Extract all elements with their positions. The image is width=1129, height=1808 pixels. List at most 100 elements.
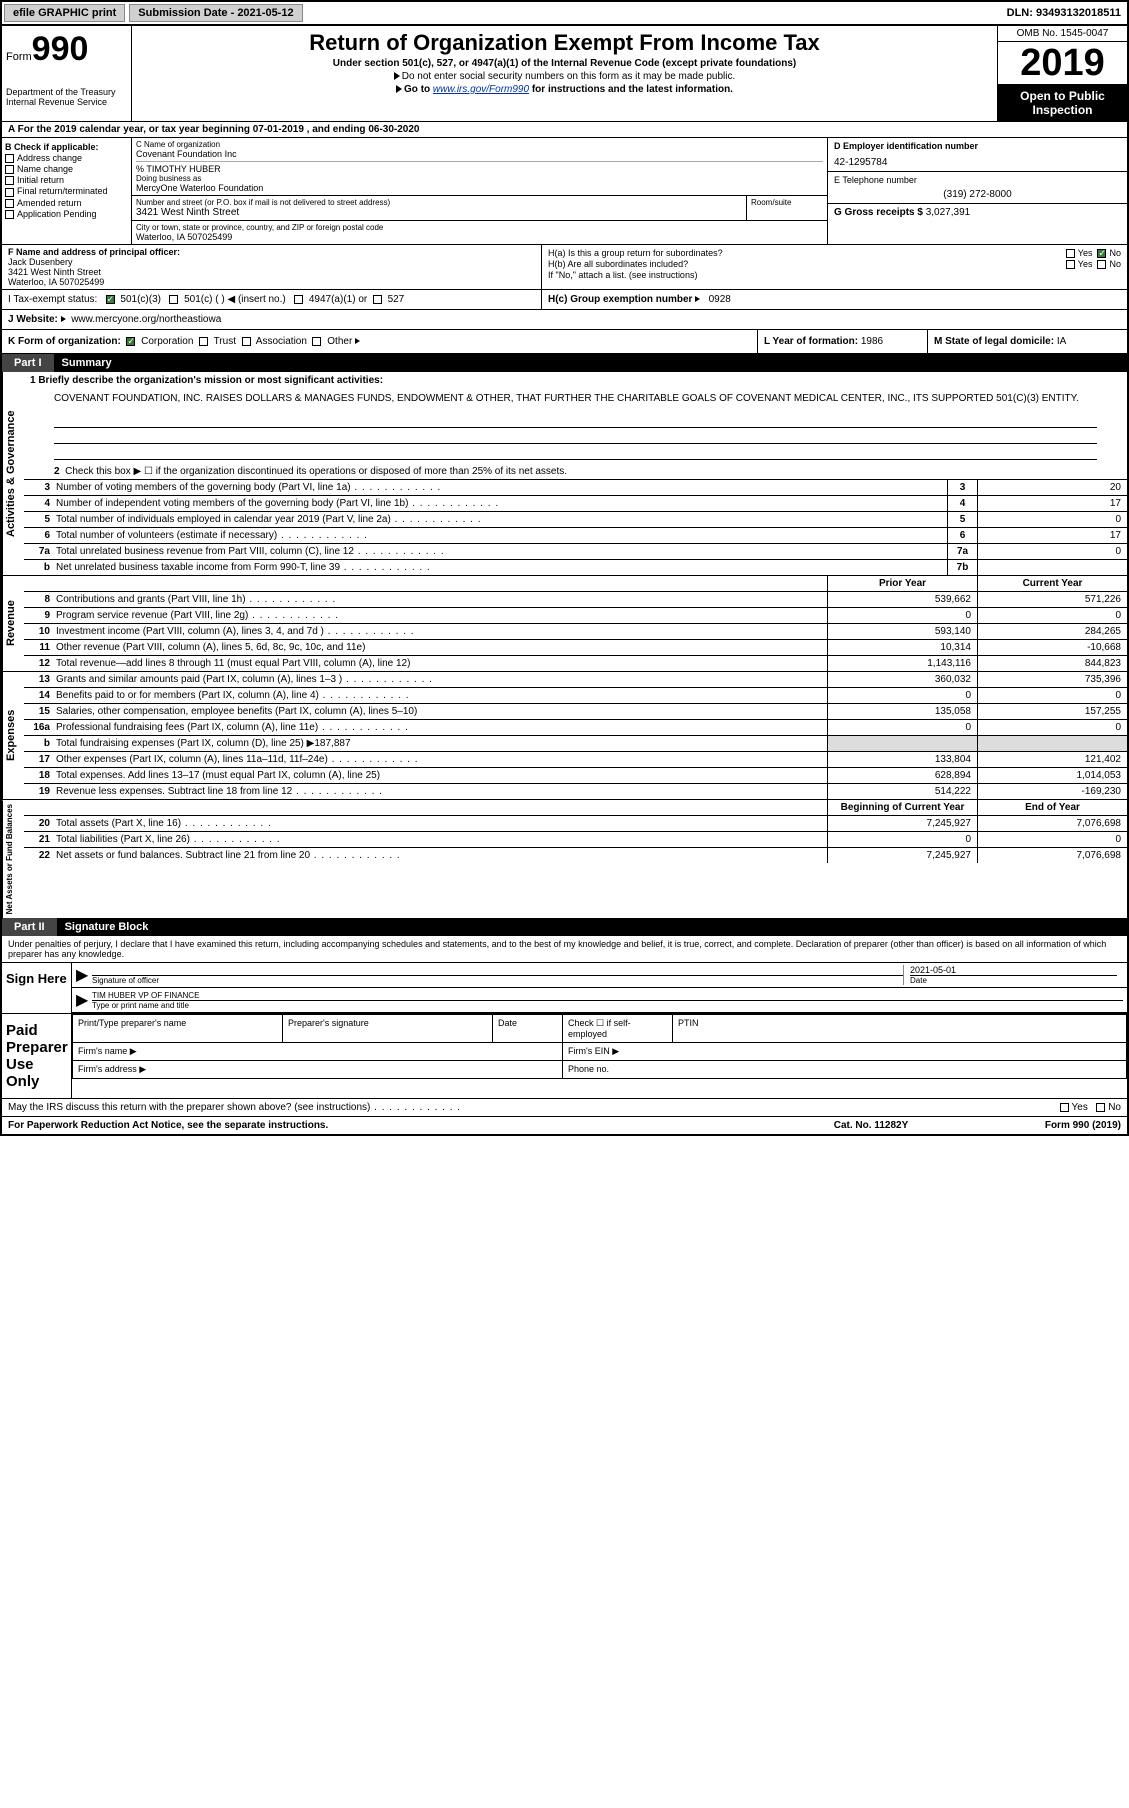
officer-addr2: Waterloo, IA 507025499 — [8, 277, 535, 287]
checkbox-application-pending[interactable] — [5, 210, 14, 219]
line-8-desc: Contributions and grants (Part VIII, lin… — [54, 592, 827, 607]
form-of-organization: K Form of organization: Corporation Trus… — [2, 330, 757, 353]
sign-here-block: Sign Here ▶ Signature of officer 2021-05… — [2, 962, 1127, 1013]
line-22-desc: Net assets or fund balances. Subtract li… — [54, 848, 827, 863]
checkbox-final-return[interactable] — [5, 188, 14, 197]
row-j-website: J Website: www.mercyone.org/northeastiow… — [2, 310, 1127, 330]
city-label: City or town, state or province, country… — [136, 223, 823, 232]
tax-exempt-status: I Tax-exempt status: 501(c)(3) 501(c) ( … — [2, 290, 542, 309]
line-19-desc: Revenue less expenses. Subtract line 18 … — [54, 784, 827, 799]
form-990: Form990 Department of the Treasury Inter… — [0, 26, 1129, 1136]
irs-discuss-row: May the IRS discuss this return with the… — [2, 1098, 1127, 1116]
website-value: www.mercyone.org/northeastiowa — [71, 314, 221, 325]
dln-label: DLN: 93493132018511 — [1001, 5, 1127, 21]
line-22-end: 7,076,698 — [977, 848, 1127, 863]
mission-label: 1 Briefly describe the organization's mi… — [24, 372, 1127, 389]
line-10-prior: 593,140 — [827, 624, 977, 639]
paperwork-notice: For Paperwork Reduction Act Notice, see … — [8, 1120, 781, 1131]
line-13-prior: 360,032 — [827, 672, 977, 687]
section-c-name-address: C Name of organization Covenant Foundati… — [132, 138, 827, 244]
row-f-h: F Name and address of principal officer:… — [2, 245, 1127, 290]
checkbox-initial-return[interactable] — [5, 176, 14, 185]
line-9-desc: Program service revenue (Part VIII, line… — [54, 608, 827, 623]
row-a-tax-year: A For the 2019 calendar year, or tax yea… — [2, 121, 1127, 138]
irs-link[interactable]: www.irs.gov/Form990 — [433, 84, 529, 95]
footer-row: For Paperwork Reduction Act Notice, see … — [2, 1116, 1127, 1134]
checkbox-hb-no[interactable] — [1097, 260, 1106, 269]
line-4-val: 17 — [977, 496, 1127, 511]
line-18-prior: 628,894 — [827, 768, 977, 783]
line-16a-prior: 0 — [827, 720, 977, 735]
officer-signature-label: Signature of officer — [92, 976, 159, 985]
checkbox-discuss-yes[interactable] — [1060, 1103, 1069, 1112]
preparer-table: Print/Type preparer's name Preparer's si… — [72, 1014, 1127, 1079]
identity-block: B Check if applicable: Address change Na… — [2, 138, 1127, 245]
line-7b-val — [977, 560, 1127, 575]
phone-value: (319) 272-8000 — [834, 189, 1121, 200]
line-7a-val: 0 — [977, 544, 1127, 559]
checkbox-other[interactable] — [312, 337, 321, 346]
side-label-activities: Activities & Governance — [2, 372, 24, 575]
line-2: 2 Check this box ▶ ☐ if the organization… — [24, 464, 1127, 479]
phone-label: E Telephone number — [834, 175, 1121, 185]
line-17-curr: 121,402 — [977, 752, 1127, 767]
line-7a-desc: Total unrelated business revenue from Pa… — [54, 544, 947, 559]
checkbox-ha-yes[interactable] — [1066, 249, 1075, 258]
checkbox-association[interactable] — [242, 337, 251, 346]
care-of: % TIMOTHY HUBER — [136, 161, 823, 174]
line-5-val: 0 — [977, 512, 1127, 527]
line-21-desc: Total liabilities (Part X, line 26) — [54, 832, 827, 847]
irs-discuss-text: May the IRS discuss this return with the… — [8, 1102, 1060, 1113]
line-18-desc: Total expenses. Add lines 13–17 (must eq… — [54, 768, 827, 783]
efile-print-button[interactable]: efile GRAPHIC print — [4, 4, 125, 22]
dba-name: MercyOne Waterloo Foundation — [136, 183, 823, 193]
officer-signature-line[interactable] — [92, 975, 903, 976]
gross-receipts-value: 3,027,391 — [926, 207, 971, 218]
form-footer-label: Form 990 (2019) — [961, 1120, 1121, 1131]
preparer-signature-label: Preparer's signature — [283, 1015, 493, 1043]
signature-intro: Under penalties of perjury, I declare th… — [2, 936, 1127, 962]
checkbox-527[interactable] — [373, 295, 382, 304]
checkbox-ha-no[interactable] — [1097, 249, 1106, 258]
checkbox-4947[interactable] — [294, 295, 303, 304]
officer-addr1: 3421 West Ninth Street — [8, 267, 535, 277]
line-20-end: 7,076,698 — [977, 816, 1127, 831]
org-name: Covenant Foundation Inc — [136, 149, 823, 159]
checkbox-corporation[interactable] — [126, 337, 135, 346]
top-bar: efile GRAPHIC print Submission Date - 20… — [0, 0, 1129, 26]
line-22-begin: 7,245,927 — [827, 848, 977, 863]
city-state-zip: Waterloo, IA 507025499 — [136, 232, 823, 242]
firm-phone-label: Phone no. — [563, 1061, 1127, 1079]
preparer-self-employed: Check ☐ if self-employed — [563, 1015, 673, 1043]
line-11-desc: Other revenue (Part VIII, column (A), li… — [54, 640, 827, 655]
end-year-header: End of Year — [977, 800, 1127, 815]
line-6-val: 17 — [977, 528, 1127, 543]
line-12-desc: Total revenue—add lines 8 through 11 (mu… — [54, 656, 827, 671]
part-ii-title: Signature Block — [57, 918, 157, 936]
h-b-note: If "No," attach a list. (see instruction… — [548, 270, 1121, 280]
line-15-desc: Salaries, other compensation, employee b… — [54, 704, 827, 719]
line-10-curr: 284,265 — [977, 624, 1127, 639]
checkbox-amended-return[interactable] — [5, 199, 14, 208]
line-21-begin: 0 — [827, 832, 977, 847]
checkbox-trust[interactable] — [199, 337, 208, 346]
checkbox-discuss-no[interactable] — [1096, 1103, 1105, 1112]
checkbox-501c3[interactable] — [106, 295, 115, 304]
checkbox-501c[interactable] — [169, 295, 178, 304]
signature-arrow-icon: ▶ — [76, 965, 92, 985]
line-11-curr: -10,668 — [977, 640, 1127, 655]
signature-date-value: 2021-05-01 — [910, 965, 1117, 975]
checkbox-hb-yes[interactable] — [1066, 260, 1075, 269]
catalog-number: Cat. No. 11282Y — [781, 1120, 961, 1131]
expenses-section: Expenses 13Grants and similar amounts pa… — [2, 671, 1127, 799]
checkbox-address-change[interactable] — [5, 154, 14, 163]
checkbox-name-change[interactable] — [5, 165, 14, 174]
ein-label: D Employer identification number — [834, 141, 1121, 151]
line-10-desc: Investment income (Part VIII, column (A)… — [54, 624, 827, 639]
form-instructions-link: Go to www.irs.gov/Form990 for instructio… — [140, 84, 989, 95]
line-15-curr: 157,255 — [977, 704, 1127, 719]
part-i-title: Summary — [54, 354, 120, 372]
line-3-val: 20 — [977, 480, 1127, 495]
submission-date-button[interactable]: Submission Date - 2021-05-12 — [129, 4, 302, 22]
state-of-domicile: M State of legal domicile: IA — [927, 330, 1127, 353]
